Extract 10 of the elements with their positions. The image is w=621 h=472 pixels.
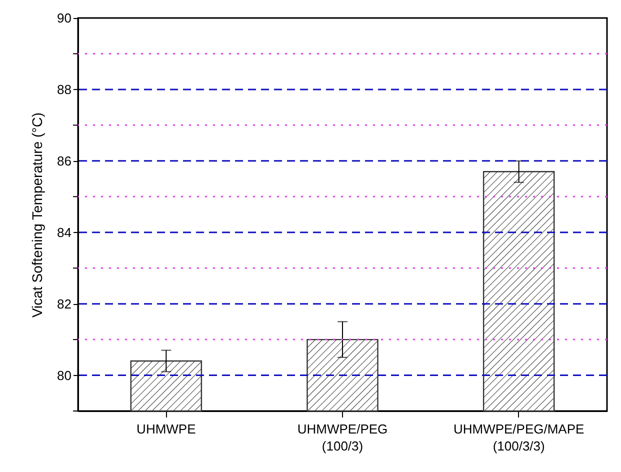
y-tick-label: 88 <box>57 82 72 97</box>
y-tick-label: 86 <box>57 153 72 168</box>
x-tick-label: UHMWPE/PEG (100/3) <box>297 422 388 454</box>
y-axis-title: Vicat Softening Temperature (°C) <box>29 112 46 318</box>
y-tick-label: 80 <box>57 368 72 383</box>
y-tick-label: 82 <box>57 296 72 312</box>
x-tick-label: UHMWPE/PEG/MAPE (100/3/3) <box>453 422 585 454</box>
y-tick-label: 84 <box>57 224 72 240</box>
y-tick-label: 90 <box>57 10 72 26</box>
x-tick-label: UHMWPE <box>136 422 196 436</box>
